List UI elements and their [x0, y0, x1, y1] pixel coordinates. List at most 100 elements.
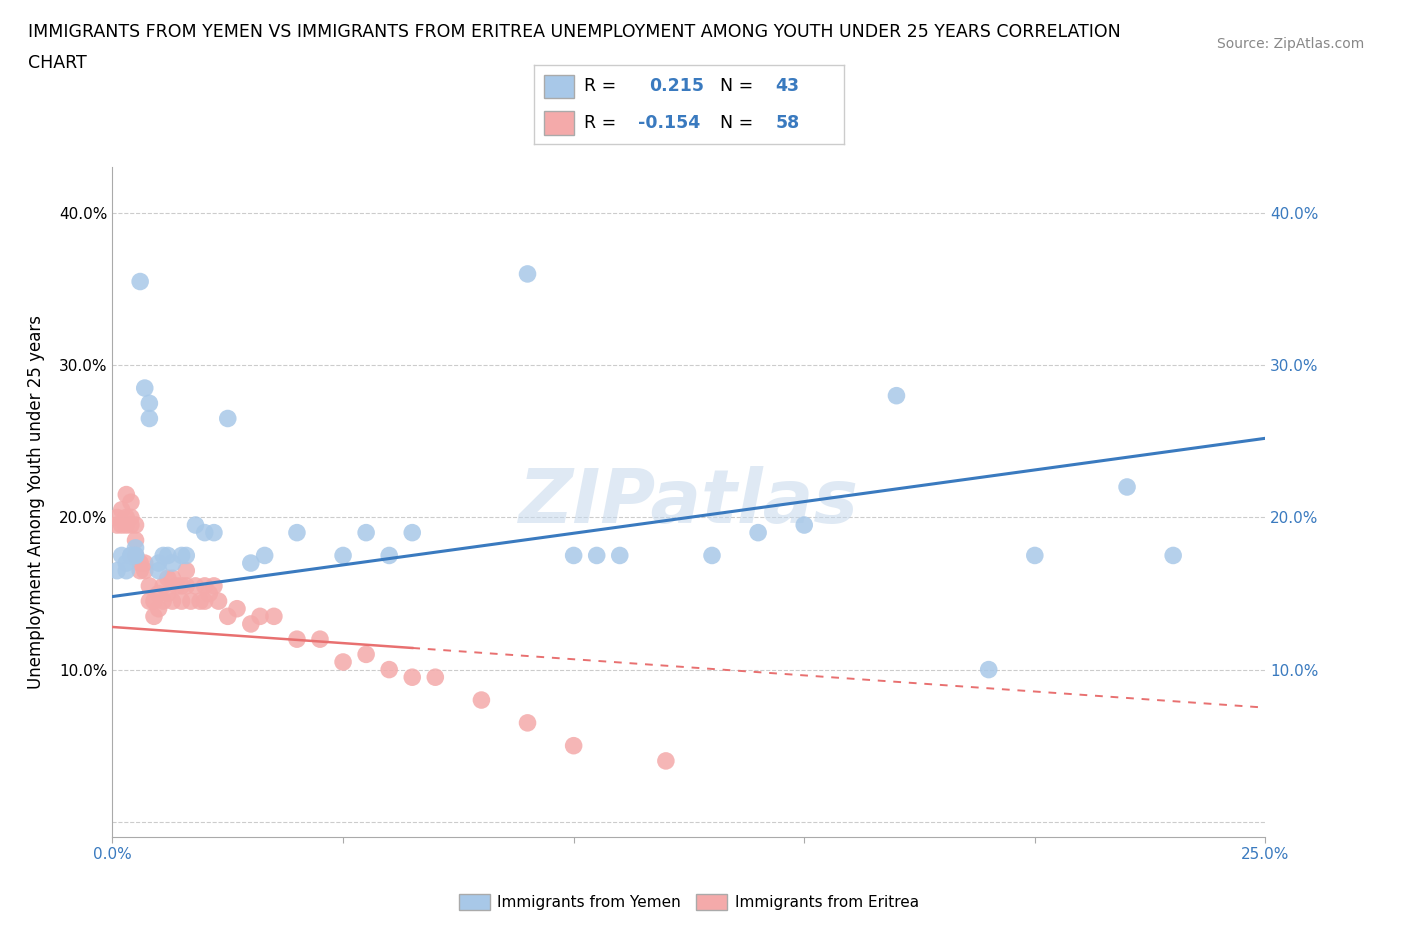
Point — [105, 518, 128, 533]
Point — [120, 518, 142, 533]
Point — [105, 564, 128, 578]
Point — [747, 525, 769, 540]
Text: 43: 43 — [776, 77, 800, 96]
Point — [152, 548, 174, 563]
FancyBboxPatch shape — [544, 111, 575, 135]
Point — [156, 548, 179, 563]
Point — [332, 548, 354, 563]
Text: ZIPatlas: ZIPatlas — [519, 466, 859, 538]
Point — [111, 548, 134, 563]
Point — [148, 586, 170, 601]
Point — [239, 555, 262, 570]
Point — [148, 602, 170, 617]
Point — [562, 738, 585, 753]
Point — [194, 525, 217, 540]
Point — [170, 593, 193, 608]
Point — [180, 593, 202, 608]
Text: R =: R = — [583, 77, 621, 96]
Point — [184, 578, 207, 593]
Point — [470, 693, 492, 708]
Point — [138, 578, 160, 593]
Point — [115, 518, 138, 533]
Point — [115, 555, 138, 570]
Point — [401, 670, 423, 684]
Point — [115, 510, 138, 525]
Point — [562, 548, 585, 563]
Point — [124, 518, 146, 533]
Point — [111, 518, 134, 533]
Point — [170, 578, 193, 593]
Text: 58: 58 — [776, 113, 800, 132]
Point — [263, 609, 285, 624]
FancyBboxPatch shape — [544, 74, 575, 99]
Point — [239, 617, 262, 631]
Point — [1116, 480, 1139, 495]
Point — [184, 518, 207, 533]
Point — [253, 548, 276, 563]
Point — [124, 540, 146, 555]
Text: N =: N = — [720, 77, 754, 96]
Text: Source: ZipAtlas.com: Source: ZipAtlas.com — [1216, 37, 1364, 51]
Point — [207, 593, 229, 608]
Point — [156, 571, 179, 586]
Point — [378, 548, 401, 563]
Point — [609, 548, 631, 563]
Point — [194, 578, 217, 593]
Point — [516, 715, 538, 730]
Point — [129, 274, 152, 289]
Point — [977, 662, 1000, 677]
Point — [129, 564, 152, 578]
Point — [152, 593, 174, 608]
Point — [516, 267, 538, 282]
Point — [188, 593, 211, 608]
Point — [152, 578, 174, 593]
Point — [202, 578, 225, 593]
Point — [138, 396, 160, 411]
Point — [378, 662, 401, 677]
Point — [1024, 548, 1046, 563]
Point — [202, 525, 225, 540]
Point — [170, 548, 193, 563]
Point — [120, 548, 142, 563]
Point — [143, 593, 166, 608]
Point — [354, 647, 377, 662]
Point — [700, 548, 723, 563]
Point — [401, 525, 423, 540]
Point — [138, 411, 160, 426]
Point — [162, 571, 184, 586]
Point — [138, 593, 160, 608]
Point — [156, 586, 179, 601]
Point — [332, 655, 354, 670]
Point — [162, 593, 184, 608]
Point — [166, 578, 188, 593]
Point — [309, 631, 332, 646]
Point — [120, 495, 142, 510]
Point — [120, 548, 142, 563]
Point — [124, 548, 146, 563]
Point — [134, 380, 156, 395]
Point — [655, 753, 678, 768]
Text: IMMIGRANTS FROM YEMEN VS IMMIGRANTS FROM ERITREA UNEMPLOYMENT AMONG YOUTH UNDER : IMMIGRANTS FROM YEMEN VS IMMIGRANTS FROM… — [28, 23, 1121, 41]
Point — [148, 564, 170, 578]
Text: 0.215: 0.215 — [648, 77, 704, 96]
Point — [174, 578, 197, 593]
Point — [111, 502, 134, 517]
Point — [129, 555, 152, 570]
Point — [124, 548, 146, 563]
Point — [249, 609, 271, 624]
Point — [194, 593, 217, 608]
Point — [198, 586, 221, 601]
Point — [886, 388, 908, 403]
Text: -0.154: -0.154 — [638, 113, 700, 132]
Point — [226, 602, 249, 617]
Point — [134, 555, 156, 570]
Point — [585, 548, 607, 563]
Point — [174, 548, 197, 563]
Point — [124, 533, 146, 548]
Point — [115, 487, 138, 502]
Point — [105, 510, 128, 525]
Text: CHART: CHART — [28, 54, 87, 72]
Y-axis label: Unemployment Among Youth under 25 years: Unemployment Among Youth under 25 years — [27, 315, 45, 689]
Text: N =: N = — [720, 113, 754, 132]
Point — [793, 518, 815, 533]
